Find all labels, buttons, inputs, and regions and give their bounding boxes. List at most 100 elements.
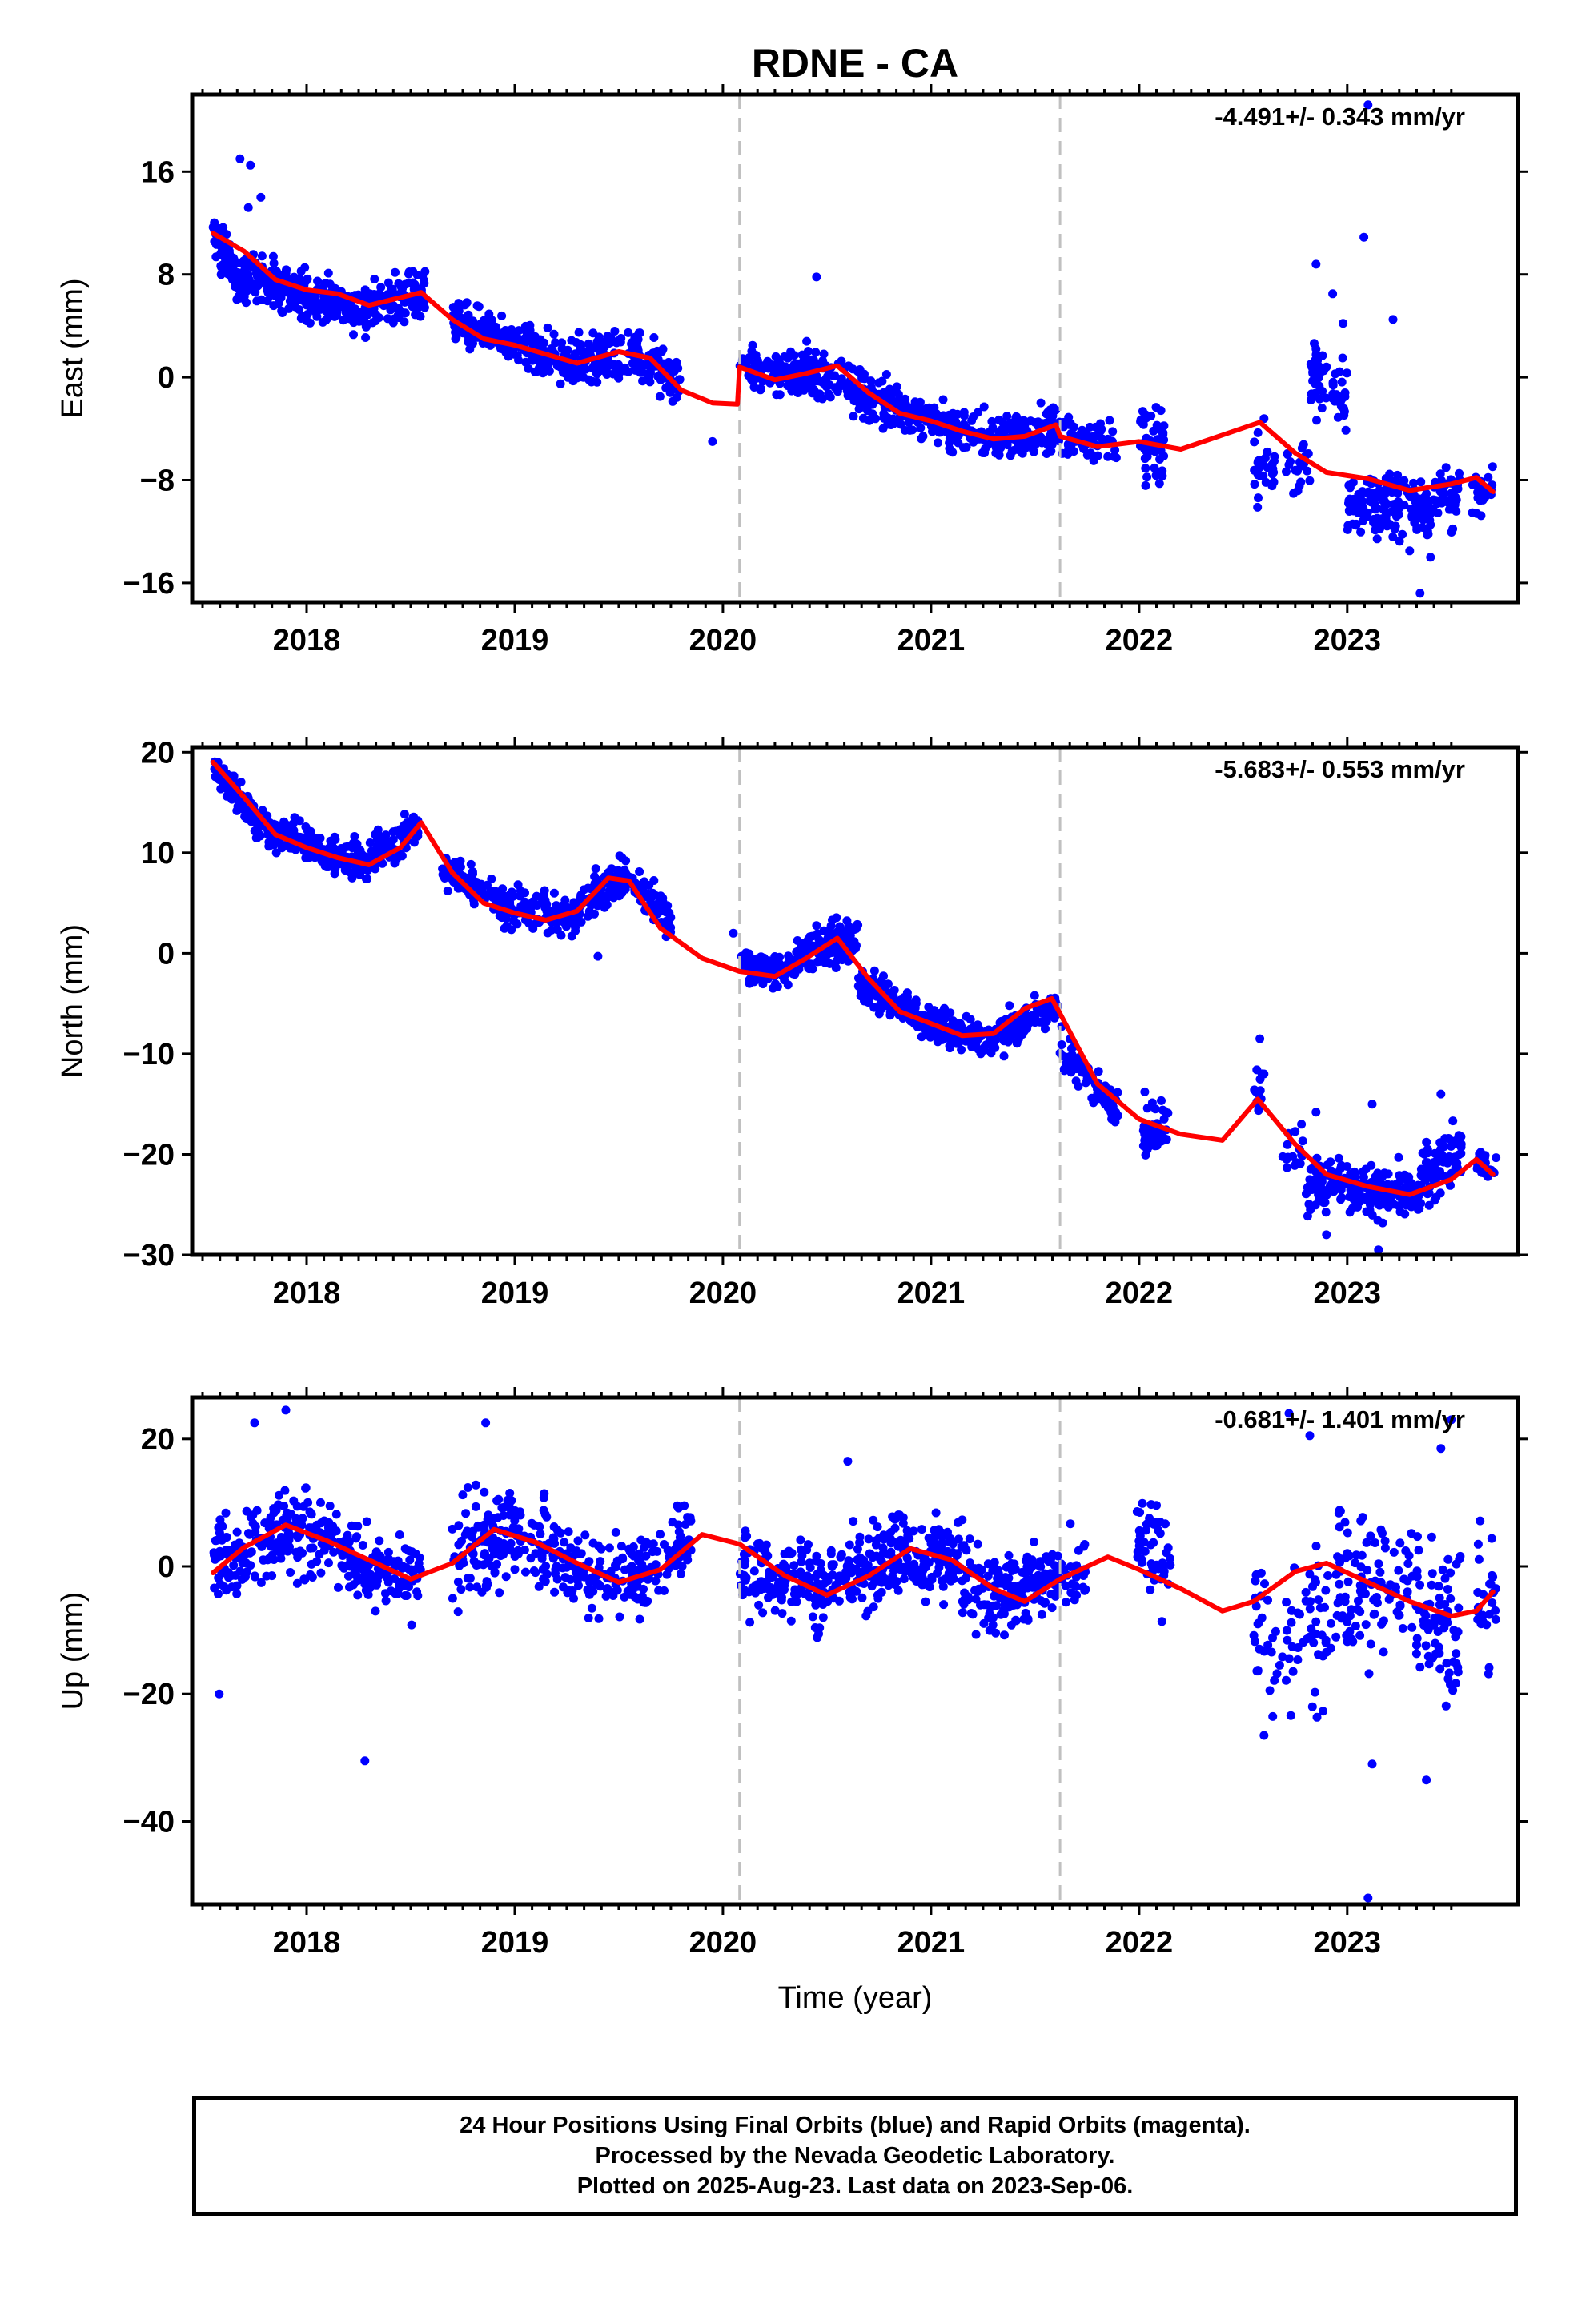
north-point-1738 xyxy=(1358,1167,1367,1176)
east-point-799 xyxy=(616,334,626,343)
east-y-tick-label: 16 xyxy=(141,155,175,189)
up-point-670 xyxy=(662,1570,672,1579)
north-point-1631 xyxy=(1321,1208,1331,1217)
east-point-1864 xyxy=(1447,488,1457,497)
east-y-tick-label: 8 xyxy=(158,259,175,292)
up-point-1045 xyxy=(893,1586,903,1595)
north-point-1618 xyxy=(1313,1176,1323,1184)
east-point-450 xyxy=(408,267,418,276)
up-point-95 xyxy=(224,1573,233,1582)
east-point-32 xyxy=(211,252,221,262)
east-point-1310 xyxy=(958,443,968,452)
up-point-791 xyxy=(737,1581,745,1590)
east-point-1657 xyxy=(1341,425,1351,435)
east-point-550 xyxy=(460,300,469,310)
up-point-563 xyxy=(604,1543,614,1553)
east-point-1526 xyxy=(1141,480,1150,490)
up-point-1059 xyxy=(958,1515,967,1525)
up-point-1054 xyxy=(943,1527,952,1537)
up-point-319 xyxy=(389,1557,399,1566)
up-point-808 xyxy=(758,1608,768,1618)
north-point-207 xyxy=(306,826,315,836)
up-point-869 xyxy=(812,1551,821,1561)
east-point-180 xyxy=(300,263,310,272)
east-point-448 xyxy=(386,305,396,315)
up-point-92 xyxy=(211,1553,221,1562)
east-point-1228 xyxy=(938,395,948,404)
east-point-1086 xyxy=(825,380,834,390)
east-x-tick-label: 2021 xyxy=(897,624,966,657)
east-point-1317 xyxy=(943,413,953,423)
up-point-618 xyxy=(643,1596,652,1606)
north-point-1785 xyxy=(1373,1175,1383,1184)
up-point-788 xyxy=(796,1567,805,1577)
east-point-1618 xyxy=(1318,387,1327,396)
east-point-1919 xyxy=(1415,589,1425,598)
east-point-1538 xyxy=(1150,463,1159,472)
up-point-81 xyxy=(232,1581,242,1590)
east-point-1664 xyxy=(1356,527,1366,537)
up-point-280 xyxy=(381,1596,391,1606)
east-point-1798 xyxy=(1344,496,1354,505)
up-point-807 xyxy=(790,1585,800,1594)
east-point-822 xyxy=(638,376,648,386)
east-point-349 xyxy=(355,308,365,317)
up-point-677 xyxy=(676,1569,685,1578)
east-point-1151 xyxy=(878,424,888,433)
east-point-143 xyxy=(284,304,294,313)
east-point-1828 xyxy=(1394,497,1403,506)
east-point-864 xyxy=(653,372,663,381)
east-point-1204 xyxy=(979,402,989,412)
up-point-243 xyxy=(412,1587,422,1597)
east-point-1590 xyxy=(1293,466,1302,476)
east-x-tick-label: 2018 xyxy=(273,624,341,657)
east-point-355 xyxy=(323,313,333,323)
up-point-653 xyxy=(674,1503,683,1513)
north-point-298 xyxy=(315,834,325,843)
up-point-635 xyxy=(641,1537,651,1546)
up-point-639 xyxy=(648,1539,658,1549)
up-point-197 xyxy=(303,1498,313,1507)
east-point-666 xyxy=(570,351,580,360)
up-point-424 xyxy=(448,1594,457,1603)
east-point-317 xyxy=(303,274,312,283)
east-point-1541 xyxy=(1159,421,1169,431)
east-point-1492 xyxy=(1078,425,1087,435)
north-point-945 xyxy=(749,959,758,969)
up-point-165 xyxy=(325,1502,335,1510)
east-point-1499 xyxy=(1089,432,1098,441)
up-point-91 xyxy=(210,1583,219,1593)
up-point-624 xyxy=(585,1578,595,1587)
north-point-1297 xyxy=(953,1020,962,1030)
up-point-765 xyxy=(786,1616,796,1626)
up-point-329 xyxy=(337,1561,347,1570)
north-point-1160 xyxy=(877,1004,886,1014)
up-point-196 xyxy=(289,1496,299,1506)
east-point-1735 xyxy=(1416,477,1426,487)
north-point-1853 xyxy=(1420,1176,1430,1185)
east-point-1553 xyxy=(1253,502,1263,512)
east-point-575 xyxy=(454,306,464,316)
up-point-907 xyxy=(873,1522,882,1532)
up-point-421 xyxy=(453,1577,463,1586)
east-point-1537 xyxy=(1152,420,1162,430)
up-point-809 xyxy=(779,1559,789,1569)
north-point-1903 xyxy=(1259,1069,1269,1079)
north-point-1039 xyxy=(853,920,863,930)
east-point-773 xyxy=(580,364,590,374)
east-point-78 xyxy=(218,260,227,270)
north-point-129 xyxy=(271,848,281,858)
east-point-1196 xyxy=(916,423,926,432)
up-point-370 xyxy=(495,1588,504,1598)
north-point-1479 xyxy=(1106,1108,1116,1117)
north-point-543 xyxy=(472,878,481,887)
north-point-1027 xyxy=(825,959,834,968)
east-point-771 xyxy=(603,332,612,341)
east-point-1801 xyxy=(1412,525,1422,534)
north-point-1299 xyxy=(926,1009,935,1019)
up-point-1071 xyxy=(1000,1630,1009,1640)
up-point-195 xyxy=(283,1530,293,1538)
north-point-1409 xyxy=(1003,1034,1013,1043)
north-point-1793 xyxy=(1361,1192,1371,1202)
